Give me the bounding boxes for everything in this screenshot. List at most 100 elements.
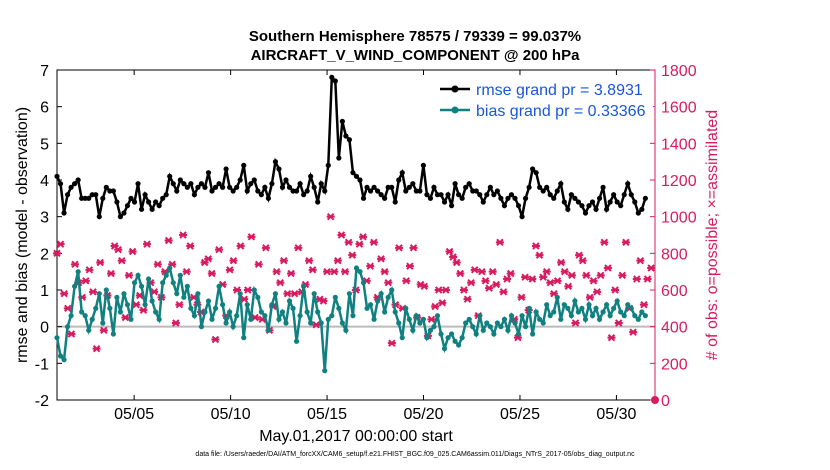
- bias-point: [308, 320, 314, 326]
- rmse-point: [64, 192, 71, 198]
- obs-marker: [395, 244, 404, 252]
- rmse-point: [635, 210, 641, 216]
- obs-marker: [344, 238, 353, 247]
- bias-point: [611, 305, 617, 311]
- bias-point: [93, 305, 99, 311]
- obs-marker: [60, 289, 69, 298]
- obs-marker: [621, 238, 630, 247]
- bias-point: [537, 316, 543, 322]
- obs-marker: [305, 256, 314, 265]
- obs-marker: [639, 300, 648, 309]
- bias-point: [131, 280, 138, 286]
- bias-point: [399, 335, 405, 341]
- obs-marker: [377, 255, 386, 263]
- bias-point: [625, 302, 631, 308]
- bias-point: [463, 320, 469, 326]
- obs-marker: [481, 277, 490, 285]
- obs-marker: [283, 289, 292, 298]
- rmse-point: [304, 188, 310, 194]
- rmse-point: [181, 181, 187, 187]
- bias-point: [212, 305, 219, 311]
- bias-point: [89, 316, 95, 322]
- rmse-point: [600, 184, 606, 190]
- rmse-point: [466, 181, 472, 187]
- rmse-point: [223, 166, 229, 172]
- obs-marker: [449, 253, 458, 261]
- bias-point: [301, 283, 307, 289]
- obs-marker: [503, 275, 512, 283]
- bias-point: [293, 338, 300, 344]
- y2-tick-label: 600: [661, 283, 688, 300]
- rmse-point: [491, 192, 497, 198]
- obs-marker: [96, 258, 105, 267]
- obs-marker: [81, 277, 90, 285]
- rmse-point: [360, 195, 367, 201]
- y-tick-label: 4: [40, 173, 49, 190]
- rmse-point: [445, 192, 451, 198]
- y2-tick-label: 1200: [661, 173, 697, 190]
- bias-point: [589, 313, 596, 319]
- rmse-point: [212, 184, 219, 190]
- obs-marker: [211, 335, 220, 344]
- obs-marker: [618, 271, 627, 280]
- bias-point: [100, 320, 106, 326]
- obs-marker: [535, 251, 544, 259]
- bias-line: [55, 264, 647, 371]
- obs-marker: [333, 256, 342, 265]
- bias-point: [57, 353, 64, 359]
- rmse-point: [255, 188, 261, 194]
- bias-point: [265, 327, 271, 333]
- obs-zero-marker: [651, 396, 659, 404]
- rmse-point: [589, 199, 596, 205]
- rmse-point: [286, 184, 293, 190]
- rmse-point: [375, 188, 381, 194]
- bias-point: [445, 335, 451, 341]
- obs-marker: [647, 264, 656, 272]
- x-tick-label: 05/05: [114, 406, 154, 423]
- rmse-point: [604, 206, 610, 212]
- bias-point: [241, 335, 247, 341]
- rmse-point: [251, 177, 257, 183]
- rmse-point: [146, 199, 152, 205]
- obs-marker: [463, 295, 472, 303]
- rmse-point: [258, 192, 264, 198]
- obs-marker: [585, 293, 594, 302]
- bias-point: [198, 324, 205, 330]
- bias-point: [586, 302, 592, 308]
- bias-point: [540, 320, 546, 326]
- rmse-point: [431, 184, 437, 190]
- bias-point: [248, 316, 254, 322]
- bias-point: [607, 313, 613, 319]
- bias-point: [258, 309, 264, 315]
- rmse-point: [272, 159, 279, 165]
- bias-point: [628, 305, 634, 311]
- rmse-point: [93, 192, 99, 198]
- rmse-point: [170, 181, 176, 187]
- bias-point: [410, 327, 416, 333]
- obs-marker: [71, 260, 80, 269]
- rmse-point: [160, 195, 166, 201]
- obs-marker: [600, 238, 609, 247]
- bias-point: [505, 327, 511, 333]
- rmse-point: [371, 184, 377, 190]
- bias-point: [519, 313, 525, 319]
- bias-point: [477, 313, 483, 319]
- rmse-point: [456, 192, 462, 198]
- bias-point: [642, 313, 648, 319]
- bias-point: [575, 309, 582, 315]
- rmse-point: [505, 195, 511, 201]
- obs-marker: [409, 244, 418, 252]
- obs-marker: [182, 267, 191, 276]
- obs-marker: [290, 289, 299, 298]
- obs-marker: [441, 286, 450, 294]
- bias-point: [170, 280, 176, 286]
- rmse-point: [216, 181, 222, 187]
- bias-point: [427, 327, 434, 333]
- bias-point: [403, 305, 409, 311]
- legend-bias-marker: [451, 106, 459, 114]
- bias-point: [209, 316, 215, 322]
- y-tick-label: 1: [40, 283, 49, 300]
- bias-point: [86, 327, 92, 333]
- rmse-point: [551, 195, 557, 201]
- bias-point: [389, 287, 395, 293]
